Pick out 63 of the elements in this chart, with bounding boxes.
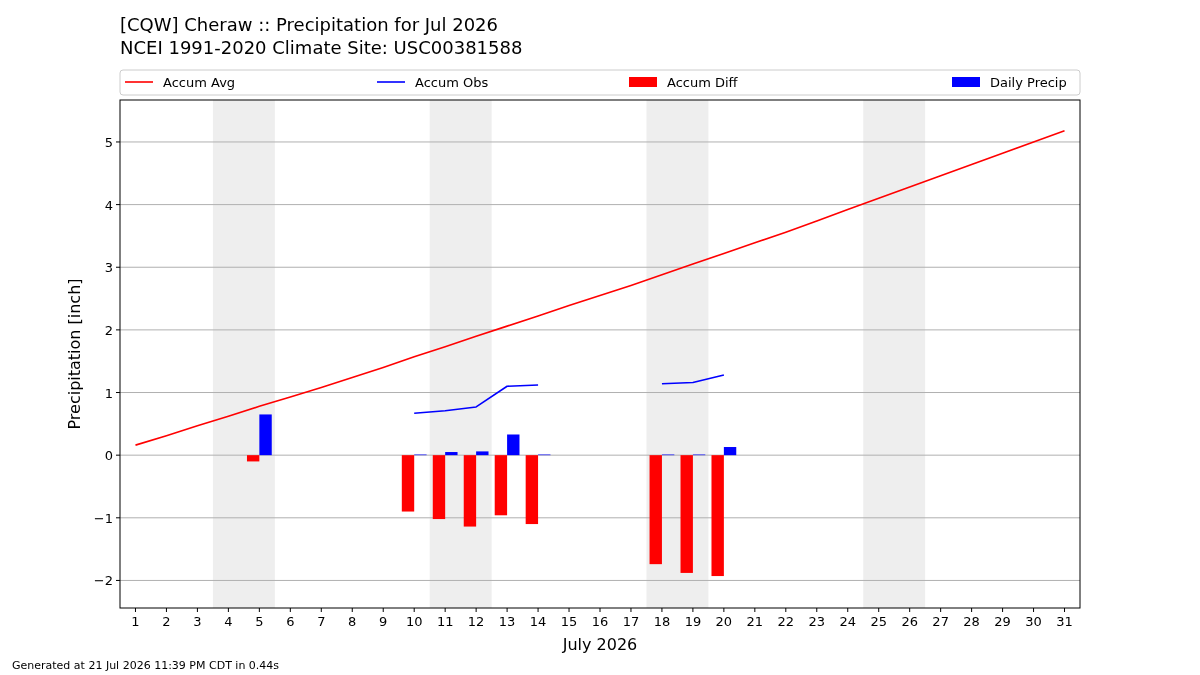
chart-title: [CQW] Cheraw :: Precipitation for Jul 2026 [120,14,499,35]
x-tick-label: 20 [715,614,733,629]
bar [445,452,458,456]
x-tick-label: 16 [591,614,609,629]
x-tick-label: 14 [529,614,547,629]
x-tick-label: 8 [348,614,357,629]
x-axis-title: July 2026 [561,635,638,654]
legend-label: Daily Precip [990,75,1067,90]
bar [507,434,520,456]
x-tick-label: 23 [808,614,826,629]
bar [401,455,415,512]
x-tick-label: 5 [255,614,264,629]
x-tick-label: 7 [317,614,326,629]
y-tick-label: 0 [104,448,113,464]
y-tick-label: 2 [104,322,113,338]
text: Generated at 21 Jul 2026 11:39 PM CDT in 0.44s [12,659,280,672]
x-tick-label: 29 [994,614,1011,629]
y-tick-label: −2 [93,573,113,589]
y-tick-label: 5 [104,134,113,150]
x-tick-label: 26 [901,614,918,629]
x-tick-label: 12 [467,614,485,629]
legend-label: Accum Obs [415,75,489,90]
x-tick-label: 19 [684,614,702,629]
bar [494,455,508,516]
x-tick-label: 4 [224,614,233,629]
bar [525,455,539,525]
x-tick-label: 31 [1056,614,1073,629]
x-tick-label: 13 [498,614,516,629]
x-tick-label: 6 [286,614,295,629]
x-tick-label: 11 [436,614,454,629]
x-tick-label: 1 [131,614,140,629]
y-tick-label: 4 [104,197,113,213]
x-tick-label: 17 [622,614,640,629]
x-tick-label: 9 [379,614,388,629]
chart-subtitle: NCEI 1991-2020 Climate Site: USC00381588 [120,37,523,58]
legend-label: Accum Diff [667,75,739,90]
x-tick-label: 3 [193,614,202,629]
legend-label: Accum Avg [163,75,236,90]
y-axis-title: Precipitation [inch] [65,278,84,430]
x-tick-label: 22 [777,614,795,629]
y-tick-label: 1 [104,385,113,401]
bar [246,455,260,462]
bar [711,455,724,577]
bar [476,451,489,456]
x-tick-label: 10 [405,614,423,629]
x-tick-label: 18 [653,614,671,629]
x-tick-label: 30 [1025,614,1042,629]
bar [723,447,737,456]
line-series [134,129,1066,446]
x-tick-label: 15 [560,614,578,629]
bar [680,455,693,573]
x-tick-label: 24 [839,614,857,629]
bar [649,455,662,565]
y-tick-label: 3 [104,260,113,276]
x-tick-label: 2 [162,614,171,629]
x-tick-label: 27 [932,614,949,629]
y-tick-label: −1 [93,510,113,526]
x-tick-label: 28 [963,614,980,629]
bar [432,455,446,520]
x-tick-label: 25 [870,614,887,629]
bar [259,414,272,456]
bar [463,455,477,527]
x-tick-label: 21 [746,614,764,629]
